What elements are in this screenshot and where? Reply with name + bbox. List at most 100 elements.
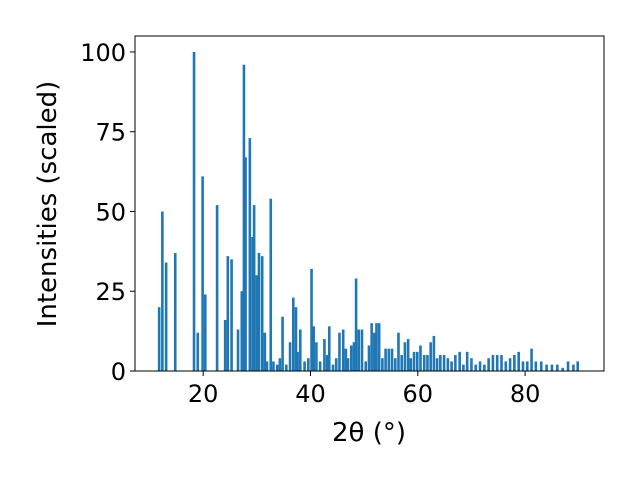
bar xyxy=(349,345,353,371)
bar xyxy=(323,339,326,371)
bar xyxy=(331,364,335,371)
bar xyxy=(157,307,161,371)
bar xyxy=(409,358,413,371)
bar xyxy=(446,358,450,371)
bar xyxy=(400,355,403,371)
bar xyxy=(422,355,426,371)
x-axis-ticks: 20 40 60 80 xyxy=(188,371,541,408)
bar xyxy=(442,355,446,371)
bar xyxy=(521,361,525,371)
bar xyxy=(439,355,442,371)
bar xyxy=(478,361,482,371)
bar xyxy=(504,361,508,371)
bar xyxy=(406,339,410,371)
bar xyxy=(310,268,313,371)
bar xyxy=(278,358,282,371)
bar xyxy=(561,367,564,371)
bar xyxy=(294,307,298,371)
y-axis-ticks: 0 25 50 75 100 xyxy=(80,39,135,386)
bar xyxy=(429,342,432,371)
bar xyxy=(364,361,368,371)
bar xyxy=(373,332,376,371)
x-tick-label: 20 xyxy=(188,380,219,408)
bar xyxy=(450,361,453,371)
bar xyxy=(265,361,269,371)
bar xyxy=(576,361,580,371)
bar xyxy=(201,176,204,371)
bar xyxy=(508,358,512,371)
bar xyxy=(352,342,356,371)
bar xyxy=(415,351,419,371)
bar xyxy=(251,237,254,371)
bar xyxy=(367,345,371,371)
bar xyxy=(393,358,397,371)
bar xyxy=(458,351,461,371)
bar xyxy=(338,332,341,371)
bar xyxy=(387,348,391,371)
bar xyxy=(487,358,490,371)
bar xyxy=(204,294,207,371)
bar xyxy=(296,351,299,371)
x-tick-label: 80 xyxy=(510,380,541,408)
bar xyxy=(513,355,516,371)
bar xyxy=(377,323,381,371)
bar xyxy=(260,256,264,371)
bar xyxy=(240,291,244,371)
x-tick-label: 60 xyxy=(403,380,434,408)
bar xyxy=(315,342,318,371)
x-tick-label: 40 xyxy=(295,380,326,408)
bar xyxy=(325,355,329,371)
bar xyxy=(252,205,256,371)
bar xyxy=(281,316,284,371)
bar xyxy=(539,361,543,371)
bar xyxy=(303,361,306,371)
bar xyxy=(397,332,400,371)
y-tick-label: 100 xyxy=(80,39,126,67)
bar xyxy=(307,358,310,371)
bar xyxy=(545,364,548,371)
bar xyxy=(354,278,358,371)
bar xyxy=(236,329,240,371)
bar xyxy=(412,351,416,371)
bar xyxy=(500,355,503,371)
bar xyxy=(327,326,331,371)
bar xyxy=(491,355,495,371)
y-tick-label: 25 xyxy=(95,278,126,306)
bar xyxy=(483,364,486,371)
bar xyxy=(257,252,261,371)
bar xyxy=(381,358,384,371)
bar xyxy=(454,355,457,371)
bar xyxy=(161,211,164,371)
bar xyxy=(164,262,168,371)
bar xyxy=(435,358,439,371)
bar xyxy=(470,358,473,371)
bar xyxy=(360,329,364,371)
bar-series xyxy=(157,51,580,372)
y-tick-label: 75 xyxy=(95,119,126,147)
bar xyxy=(474,364,478,371)
bar xyxy=(344,348,348,371)
bar xyxy=(534,361,538,371)
bar xyxy=(244,157,247,371)
bar xyxy=(556,364,559,371)
bar xyxy=(272,361,275,371)
bar xyxy=(403,342,407,371)
x-axis-label: 2θ (°) xyxy=(332,418,406,448)
bar xyxy=(298,329,302,371)
bar xyxy=(263,332,267,371)
bar xyxy=(525,361,529,371)
bar xyxy=(223,319,227,371)
plot-frame xyxy=(134,35,605,372)
bar xyxy=(269,198,273,371)
bar xyxy=(334,358,338,371)
bar xyxy=(312,326,315,371)
bar xyxy=(465,351,469,371)
bar xyxy=(275,364,279,371)
bar xyxy=(230,259,233,371)
bar xyxy=(426,355,429,371)
bar xyxy=(384,348,387,371)
bar xyxy=(242,64,246,372)
bar xyxy=(375,323,378,371)
bar xyxy=(346,358,350,371)
